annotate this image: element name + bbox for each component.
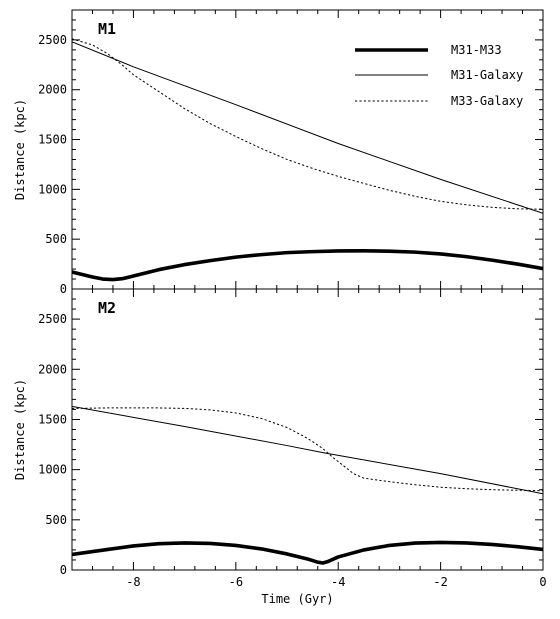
y-tick-label: 1500 bbox=[38, 133, 67, 147]
y-tick-label: 0 bbox=[60, 282, 67, 296]
y-tick-label: 2000 bbox=[38, 83, 67, 97]
x-tick-label: -6 bbox=[229, 575, 243, 589]
legend-label: M31-Galaxy bbox=[451, 68, 523, 82]
series-line-m31-galaxy bbox=[72, 41, 543, 214]
series-group bbox=[72, 38, 543, 282]
x-tick-label: -8 bbox=[126, 575, 140, 589]
y-tick-label: 0 bbox=[60, 563, 67, 577]
legend-label: M33-Galaxy bbox=[451, 94, 523, 108]
y-tick-label: 1500 bbox=[38, 412, 67, 426]
panel-m2: 0 500 1000 1500 2000 2500 -8 -6 -4 -2 0 Time (Gyr) D… bbox=[13, 288, 547, 606]
y-tick-label: 2500 bbox=[38, 33, 67, 47]
legend: M31-M33 M31-Galaxy M33-Galaxy bbox=[355, 43, 523, 108]
y-axis-title: Distance (kpc) bbox=[13, 99, 27, 200]
panel-label: M1 bbox=[98, 20, 116, 38]
x-tick-label: -4 bbox=[331, 575, 345, 589]
series-line-m31-galaxy bbox=[72, 405, 543, 495]
y-tick-label: 1000 bbox=[38, 463, 67, 477]
series-group bbox=[72, 405, 543, 565]
y-tick-label: 2000 bbox=[38, 362, 67, 376]
y-tick-label: 1000 bbox=[38, 182, 67, 196]
panel-m1: 0 500 1000 1500 2000 2500 Distance (kpc) M1 M31-… bbox=[13, 9, 544, 296]
x-tick-label: -2 bbox=[433, 575, 447, 589]
series-line-m31-m33 bbox=[72, 540, 543, 565]
plot-frame bbox=[71, 288, 544, 571]
series-line-m33-galaxy bbox=[72, 38, 543, 210]
legend-label: M31-M33 bbox=[451, 43, 502, 57]
series-line-m31-m33 bbox=[72, 249, 543, 282]
y-axis-title: Distance (kpc) bbox=[13, 379, 27, 480]
y-tick-label: 2500 bbox=[38, 312, 67, 326]
y-tick-label: 500 bbox=[45, 513, 67, 527]
y-tick-label: 500 bbox=[45, 232, 67, 246]
x-tick-label: 0 bbox=[539, 575, 546, 589]
x-axis-title: Time (Gyr) bbox=[261, 592, 333, 606]
panel-label: M2 bbox=[98, 299, 116, 317]
